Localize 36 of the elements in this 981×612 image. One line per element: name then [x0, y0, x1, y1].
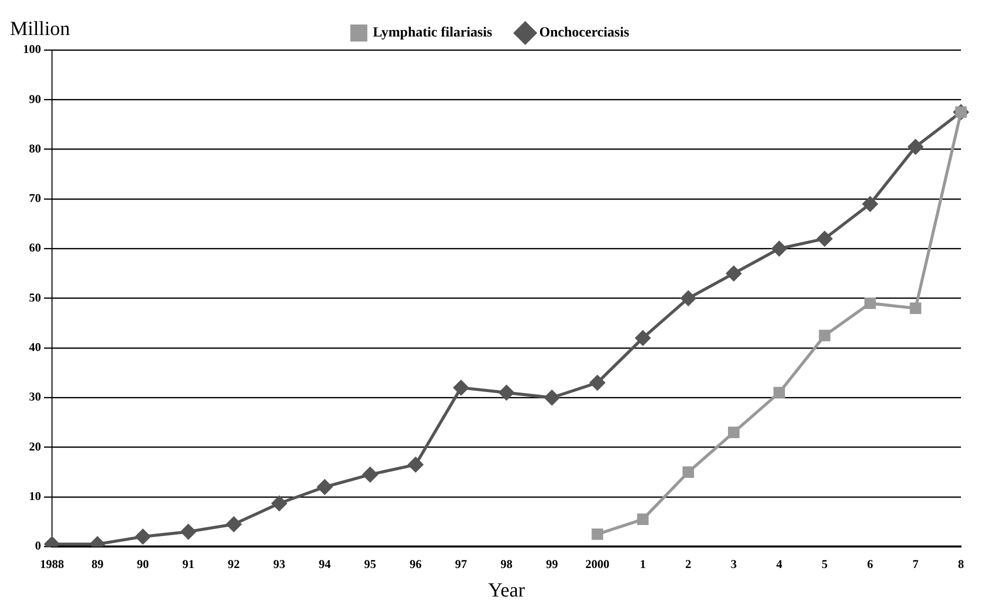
- x-tick-label: 2000: [585, 556, 610, 571]
- x-tick-label: 94: [318, 556, 331, 571]
- y-axis-title: Million: [10, 18, 70, 41]
- x-tick-label: 3: [730, 556, 737, 571]
- x-tick-label: 8: [958, 556, 964, 571]
- x-tick-label: 5: [822, 556, 828, 571]
- y-tick-label: 10: [29, 489, 41, 504]
- y-tick-label: 30: [29, 390, 41, 404]
- y-tick-label: 60: [29, 240, 41, 255]
- x-tick-label: 91: [182, 556, 194, 571]
- x-tick-label: 92: [228, 556, 240, 571]
- x-tick-label: 98: [500, 556, 512, 571]
- y-tick-label: 40: [29, 340, 41, 354]
- x-tick-label: 4: [776, 556, 782, 571]
- y-tick-label: 80: [29, 141, 41, 156]
- x-tick-label: 1: [640, 556, 646, 571]
- y-tick-label: 70: [29, 191, 41, 206]
- x-tick-label: 90: [136, 556, 149, 571]
- y-tick-label: 20: [29, 439, 41, 454]
- x-tick-label: 7: [912, 556, 919, 571]
- legend-label: Onchocerciasis: [539, 26, 630, 41]
- x-tick-label: 95: [364, 556, 376, 571]
- y-tick-label: 100: [23, 42, 41, 56]
- y-tick-label: 0: [35, 538, 41, 553]
- x-tick-label: 99: [546, 556, 558, 571]
- x-tick-label: 2: [685, 556, 692, 571]
- x-tick-label: 97: [455, 556, 468, 571]
- x-tick-label: 93: [273, 556, 286, 571]
- y-tick-label: 90: [29, 92, 41, 106]
- x-tick-label: 6: [867, 556, 874, 571]
- x-tick-label: 1988: [40, 556, 64, 571]
- y-tick-label: 50: [29, 290, 41, 304]
- legend-label: Lymphatic filariasis: [372, 26, 493, 41]
- x-tick-label: 96: [410, 556, 422, 571]
- x-tick-label: 89: [91, 556, 104, 571]
- x-axis-title: Year: [488, 579, 526, 602]
